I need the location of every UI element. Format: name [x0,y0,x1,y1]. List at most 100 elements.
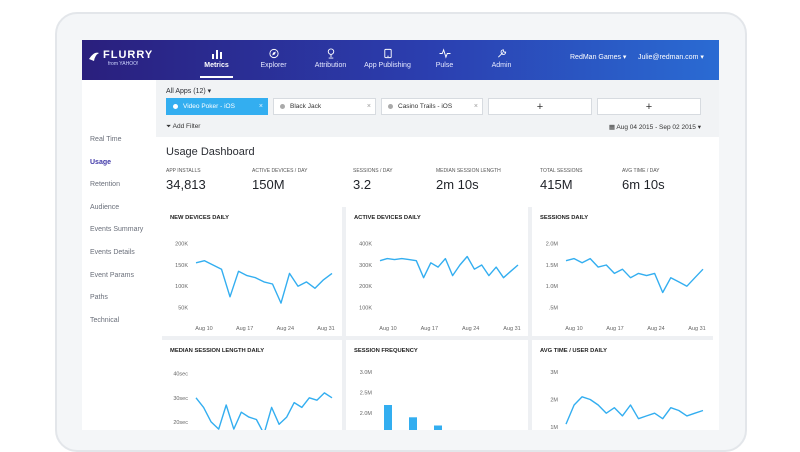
y-tick-label: 100K [175,284,188,290]
chart-card: ACTIVE DEVICES DAILY 400K 300K 200K 100K Aug… [346,207,528,336]
all-apps-label: All Apps (12) [166,88,206,95]
x-tick-label: Aug 10 [195,326,212,332]
y-tick-label: 300K [359,263,372,269]
user-menu[interactable]: Julie@redman.com ▾ [638,53,704,61]
stat-active-devices: ACTIVE DEVICES / DAY 150M [252,168,307,192]
stat-avg-time-per-day: AVG TIME / DAY 6m 10s [622,168,665,192]
sidebar-item-event-params[interactable]: Event Params [90,271,134,279]
nav-tab-app-publishing[interactable]: App Publishing [359,40,416,80]
flurry-logo[interactable]: FLURRY from YAHOO! [89,49,154,67]
stat-app-installs: APP INSTALLS 34,813 [166,168,206,192]
logo-text: FLURRY [103,49,154,61]
calendar-icon: ▦ [608,124,617,131]
chart-svg: 3M 2M 1M [550,370,704,430]
y-tick-label: 150K [175,263,188,269]
chart-title: SESSION FREQUENCY [354,348,418,354]
chart-svg: 3.0M 2.5M 2.0M [360,370,442,430]
main-content: All Apps (12) ▾ Video Poker - iOS × Blac… [156,80,719,430]
filter-icon: ⏷ [166,123,172,130]
x-tick-label: Aug 17 [606,326,623,332]
nav-tab-label: Metrics [204,62,229,69]
x-tick-label: Aug 17 [236,326,253,332]
app-screen: FLURRY from YAHOO! Metrics Explorer Attr… [82,40,719,430]
y-tick-label: 20sec [173,420,188,426]
chart-card: MEDIAN SESSION LENGTH DAILY 40sec 30sec 20… [162,340,342,430]
x-tick-label: Aug 31 [503,326,520,332]
chevron-down-icon: ▾ [697,124,701,131]
stat-label: ACTIVE DEVICES / DAY [252,168,308,174]
sidebar-item-real-time[interactable]: Real Time [90,136,122,143]
stat-label: TOTAL SESSIONS [540,168,583,174]
nav-tab-attribution[interactable]: Attribution [302,40,359,80]
logo-subtext: from YAHOO! [108,61,139,67]
y-tick-label: 200K [175,242,188,248]
bar [434,425,442,430]
close-icon[interactable]: × [473,103,478,110]
date-range-picker[interactable]: ▦ Aug 04 2015 - Sep 02 2015 ▾ [609,123,701,131]
stat-value: 415M [540,177,573,192]
chart-title: ACTIVE DEVICES DAILY [354,215,421,221]
app-tab-video-poker[interactable]: Video Poker - iOS × [166,98,268,115]
compass-icon [268,48,279,59]
y-tick-label: 100K [359,305,372,311]
app-tab-casino-trails[interactable]: Casino Trails - iOS × [381,98,483,115]
close-icon[interactable]: × [258,103,263,110]
stat-value: 6m 10s [622,177,665,192]
top-navigation: FLURRY from YAHOO! Metrics Explorer Attr… [82,40,719,80]
app-tabs: Video Poker - iOS × Black Jack × Casino … [166,98,701,115]
nav-tab-explorer[interactable]: Explorer [245,40,302,80]
wrench-icon [497,49,506,58]
series-line [195,260,333,304]
usage-dashboard-panel: Usage Dashboard APP INSTALLS 34,813 ACTI… [156,137,719,430]
add-filter-button[interactable]: ⏷ Add Filter [166,123,200,130]
nav-tab-pulse[interactable]: Pulse [416,40,473,80]
sidebar-item-retention[interactable]: Retention [90,181,120,189]
chart-title: NEW DEVICES DAILY [170,215,230,221]
add-app-button[interactable]: + [597,98,701,115]
trophy-icon [327,48,334,59]
date-range-label: Aug 04 2015 - Sep 02 2015 [616,124,696,131]
all-apps-dropdown[interactable]: All Apps (12) ▾ [166,87,211,95]
sidebar-item-paths[interactable]: Paths [90,294,108,302]
company-selector[interactable]: RedMan Games ▾ [570,53,626,61]
app-tab-black-jack[interactable]: Black Jack × [273,98,376,115]
chart-card: SESSIONS DAILY 2.0M 1.5M 1.0M .5M Aug 10 Aug … [532,207,713,336]
x-tick-label: Aug 17 [421,326,438,332]
chart-svg: 2.0M 1.5M 1.0M .5M Aug 10 Aug 17 Aug 24 Aug 31 [546,242,706,332]
chart-title: SESSIONS DAILY [540,215,589,221]
chart-card: NEW DEVICES DAILY 200K 150K 100K 50K Aug 10 A… [162,207,342,336]
nav-tab-admin[interactable]: Admin [473,40,530,80]
y-tick-label: 30sec [173,396,188,402]
chart-title: AVG TIME / USER DAILY [540,348,607,354]
y-tick-label: 1M [550,425,558,430]
sidebar-item-events-details[interactable]: Events Details [90,248,135,256]
y-tick-label: 400K [359,242,372,248]
close-icon[interactable]: × [366,103,371,110]
stat-sessions-per-day: SESSIONS / DAY 3.2 [353,168,393,192]
stat-label: MEDIAN SESSION LENGTH [436,168,501,174]
stat-value: 150M [252,177,285,192]
sidebar: Real Time Usage Retention Audience Event… [82,80,156,430]
y-tick-label: 1.0M [546,284,559,290]
y-tick-label: 200K [359,284,372,290]
chevron-down-icon: ▾ [622,54,627,61]
y-tick-label: 40sec [173,372,188,378]
add-app-button[interactable]: + [488,98,592,115]
charts-grid: NEW DEVICES DAILY 200K 150K 100K 50K Aug 10 A… [162,207,713,430]
sidebar-item-events-summary[interactable]: Events Summary [90,226,144,234]
stat-value: 3.2 [353,177,372,192]
x-tick-label: Aug 31 [317,326,334,332]
sidebar-item-technical[interactable]: Technical [90,316,120,324]
apple-icon [280,104,285,109]
sidebar-item-usage[interactable]: Usage [90,158,112,166]
apple-icon [388,104,393,109]
nav-tab-metrics[interactable]: Metrics [188,40,245,80]
stat-label: APP INSTALLS [166,168,201,174]
y-tick-label: 1.5M [546,263,559,269]
series-line [379,255,519,279]
sidebar-item-audience[interactable]: Audience [90,203,120,211]
x-tick-label: Aug 24 [647,326,664,332]
stats-row: APP INSTALLS 34,813 ACTIVE DEVICES / DAY… [166,168,706,198]
y-tick-label: .5M [549,305,559,311]
nav-tabs: Metrics Explorer Attribution App Publish… [188,40,530,80]
